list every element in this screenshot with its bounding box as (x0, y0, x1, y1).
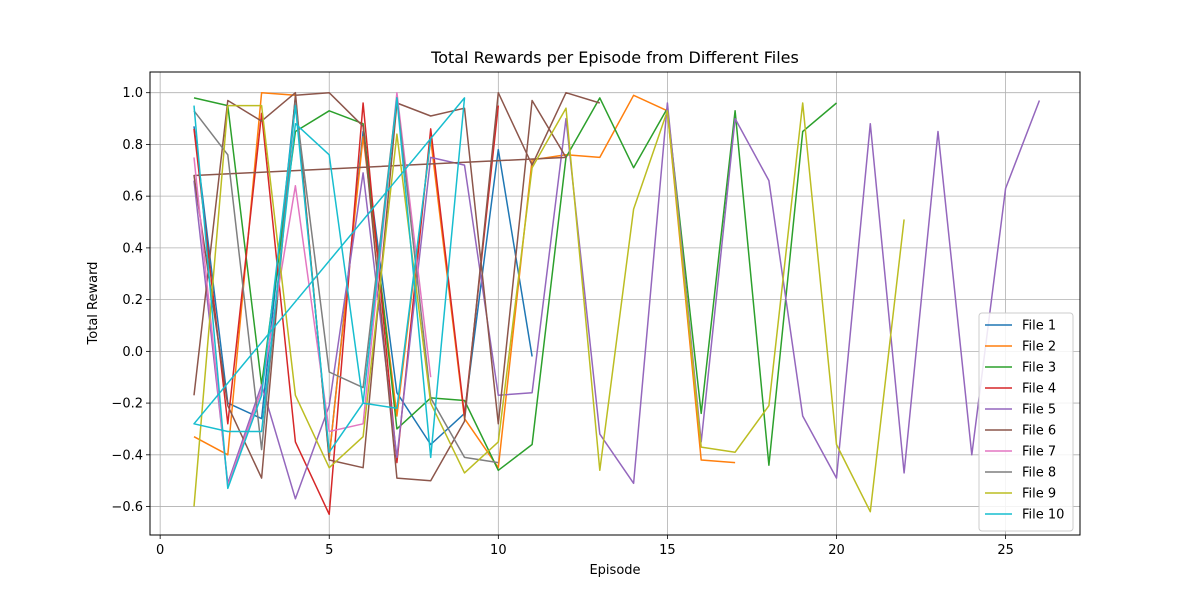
y-tick-label: −0.2 (111, 397, 143, 412)
x-tick-label: 0 (156, 543, 164, 558)
x-tick-label: 15 (659, 543, 676, 558)
legend-label: File 9 (1022, 487, 1056, 502)
series-line-file-5 (193, 100, 1041, 500)
y-axis-label: Total Reward (86, 262, 101, 346)
y-tick-label: 1.0 (122, 86, 143, 101)
y-tick-label: 0.0 (122, 345, 143, 360)
legend-label: File 3 (1022, 361, 1056, 376)
legend: File 1 File 2 File 3 File 4 File 5 File 6 File… (978, 312, 1074, 532)
legend-label: File 8 (1022, 466, 1056, 481)
ticks: 0 5 10 15 20 25 −0.6 −0.4 −0.2 0.0 0.2 0.4 0.6 0.8 1.0 (111, 86, 1013, 558)
legend-label: File 2 (1022, 340, 1056, 355)
x-tick-label: 25 (997, 543, 1014, 558)
y-tick-label: 0.6 (122, 190, 143, 205)
legend-label: File 6 (1022, 424, 1056, 439)
legend-label: File 7 (1022, 445, 1056, 460)
x-tick-label: 20 (828, 543, 845, 558)
legend-label: File 1 (1022, 319, 1056, 334)
x-tick-label: 10 (490, 543, 507, 558)
y-tick-label: 0.2 (122, 293, 143, 308)
chart-title: Total Rewards per Episode from Different… (430, 48, 799, 67)
series-line-file-10 (193, 97, 466, 490)
x-axis-label: Episode (589, 563, 640, 578)
series-line-file-8 (193, 97, 499, 464)
series-group (193, 91, 1041, 516)
y-tick-label: −0.4 (111, 448, 143, 463)
legend-label: File 4 (1022, 382, 1056, 397)
y-tick-label: −0.6 (111, 500, 143, 515)
series-line-file-9 (193, 102, 905, 513)
legend-label: File 5 (1022, 403, 1056, 418)
y-tick-label: 0.8 (122, 138, 143, 153)
series-line-file-6 (193, 91, 601, 482)
plot-frame (149, 71, 1081, 536)
x-tick-label: 5 (325, 543, 333, 558)
legend-label: File 10 (1022, 508, 1064, 523)
y-tick-label: 0.4 (122, 241, 143, 256)
